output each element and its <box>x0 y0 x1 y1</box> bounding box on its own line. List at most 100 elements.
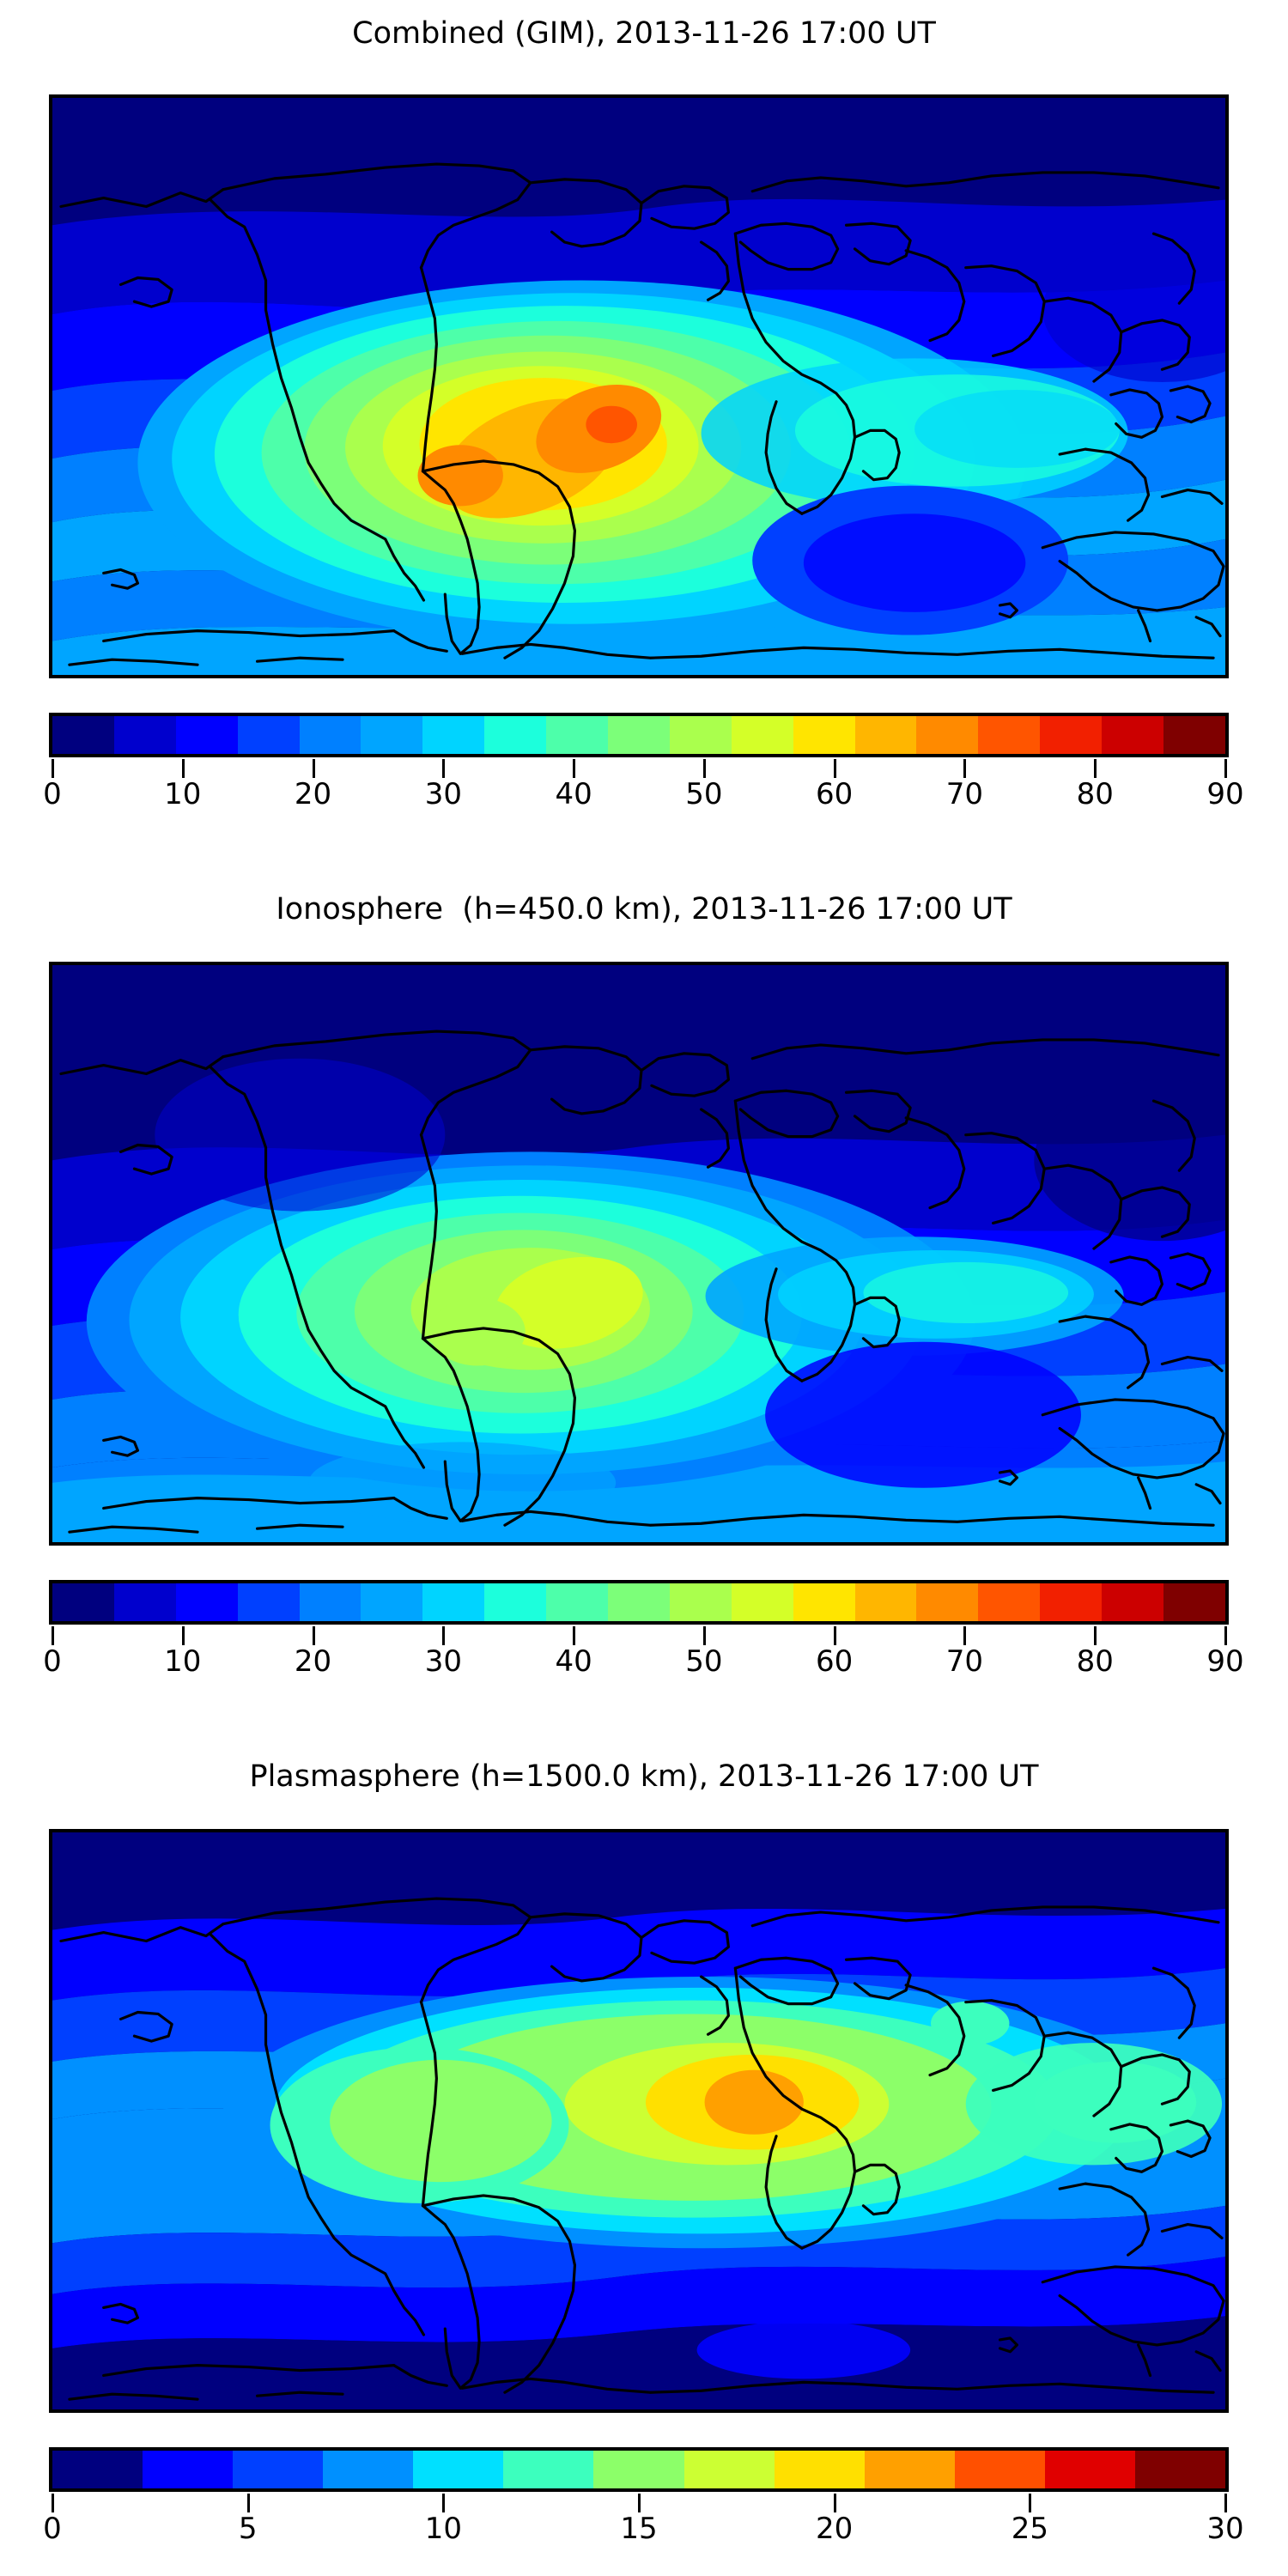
colorbar-tick-mark <box>702 759 706 778</box>
colorbar-band <box>1040 1583 1103 1621</box>
colorbar-band <box>237 716 300 754</box>
colorbar-band <box>484 1583 547 1621</box>
colorbar-tick-label: 0 <box>43 1644 62 1679</box>
colorbar-tick-mark <box>833 2494 836 2512</box>
colorbar-tick-mark <box>442 759 446 778</box>
colorbar-tick-mark <box>573 1626 576 1645</box>
colorbar-tick-mark <box>1094 1626 1097 1645</box>
colorbar-tick-label: 20 <box>294 777 332 811</box>
colorbar-plasmasphere <box>49 2447 1229 2492</box>
colorbar-band <box>1163 716 1225 754</box>
colorbar-band <box>422 1583 485 1621</box>
colorbar-tick-label: 10 <box>164 1644 202 1679</box>
colorbar-band <box>593 2451 684 2488</box>
colorbar-band <box>323 2451 414 2488</box>
colorbar-band <box>113 716 176 754</box>
colorbar-tick-label: 40 <box>555 1644 592 1679</box>
colorbar-band <box>608 1583 670 1621</box>
colorbar-tick-label: 40 <box>555 777 592 811</box>
coastline-overlay-2 <box>59 1030 1225 1534</box>
colorbar-combined-gim <box>49 713 1229 757</box>
colorbar-tick-mark <box>52 1626 54 1645</box>
colorbar-tick-mark <box>963 1626 967 1645</box>
colorbar-band <box>299 716 361 754</box>
colorbar-labels-3: 0 5 10 15 20 25 30 <box>0 2514 1288 2554</box>
colorbar-band <box>361 1583 423 1621</box>
colorbar-tick-label: 0 <box>43 2512 62 2546</box>
colorbar-tick-label: 60 <box>816 1644 854 1679</box>
colorbar-labels-1: 0 10 20 30 40 50 60 70 80 90 <box>0 780 1288 819</box>
colorbar-band <box>52 716 114 754</box>
colorbar-tick-mark <box>52 2494 54 2512</box>
colorbar-tick-label: 80 <box>1076 1644 1114 1679</box>
colorbar-band <box>299 1583 361 1621</box>
colorbar-ionosphere <box>49 1580 1229 1625</box>
colorbar-band <box>1044 2451 1135 2488</box>
colorbar-band <box>774 2451 865 2488</box>
colorbar-tick-label: 90 <box>1206 777 1244 811</box>
page-title: Combined (GIM), 2013-11-26 17:00 UT <box>352 16 936 51</box>
colorbar-band <box>413 2451 504 2488</box>
colorbar-band <box>916 716 979 754</box>
contour-svg-3 <box>52 1832 1225 2409</box>
colorbar-band <box>731 716 793 754</box>
map-plot-plasmasphere <box>49 1829 1229 2413</box>
colorbar-tick-label: 10 <box>164 777 202 811</box>
coastline-overlay-3 <box>59 1897 1225 2401</box>
colorbar-band <box>793 716 855 754</box>
colorbar-tick-mark <box>181 1626 185 1645</box>
colorbar-band <box>854 1583 917 1621</box>
colorbar-tick-mark <box>246 2494 250 2512</box>
colorbar-tick-label: 5 <box>238 2512 258 2546</box>
colorbar-tick-mark <box>442 2494 446 2512</box>
map-plot-ionosphere <box>49 962 1229 1546</box>
colorbar-band <box>143 2451 234 2488</box>
colorbar-band <box>864 2451 955 2488</box>
colorbar-band <box>854 716 917 754</box>
colorbar-tick-mark <box>1029 2494 1032 2512</box>
colorbar-tick-mark <box>1224 2494 1227 2512</box>
colorbar-tick-mark <box>1224 759 1227 778</box>
colorbar-tick-mark <box>52 759 54 778</box>
colorbar-tick-label: 0 <box>43 777 62 811</box>
colorbar-tick-mark <box>1094 759 1097 778</box>
map-contour-field-2 <box>52 965 1225 1542</box>
colorbar-tick-label: 70 <box>945 777 984 811</box>
colorbar-tick-mark <box>181 759 185 778</box>
colorbar-tick-label: 60 <box>816 777 854 811</box>
colorbar-band <box>978 1583 1041 1621</box>
colorbar-tick-mark <box>312 759 315 778</box>
colorbar-band <box>546 716 609 754</box>
colorbar-band <box>731 1583 793 1621</box>
colorbar-band <box>1134 2451 1225 2488</box>
colorbar-band <box>175 716 238 754</box>
colorbar-tick-mark <box>833 1626 836 1645</box>
panel-title-ionosphere: Ionosphere (h=450.0 km), 2013-11-26 17:0… <box>276 892 1012 927</box>
colorbar-band <box>484 716 547 754</box>
panel-title-plasmasphere: Plasmasphere (h=1500.0 km), 2013-11-26 1… <box>249 1759 1039 1794</box>
colorbar-band <box>237 1583 300 1621</box>
colorbar-tick-label: 10 <box>424 2512 462 2546</box>
colorbar-tick-label: 30 <box>1206 2512 1244 2546</box>
colorbar-band <box>113 1583 176 1621</box>
colorbar-tick-mark <box>833 759 836 778</box>
colorbar-tick-label: 30 <box>424 777 462 811</box>
colorbar-band <box>503 2451 594 2488</box>
map-plot-combined-gim <box>49 94 1229 678</box>
colorbar-band <box>669 1583 732 1621</box>
colorbar-tick-mark <box>638 2494 641 2512</box>
colorbar-tick-label: 50 <box>685 1644 723 1679</box>
colorbar-band <box>608 716 670 754</box>
colorbar-tick-label: 20 <box>816 2512 854 2546</box>
colorbar-ticks-3 <box>49 2494 1229 2512</box>
contour-svg-1 <box>52 98 1225 675</box>
colorbar-band <box>52 1583 114 1621</box>
colorbar-tick-label: 20 <box>294 1644 332 1679</box>
colorbar-band <box>546 1583 609 1621</box>
colorbar-band <box>422 716 485 754</box>
colorbar-band <box>1163 1583 1225 1621</box>
colorbar-band <box>683 2451 775 2488</box>
colorbar-ticks-2 <box>49 1626 1229 1645</box>
colorbar-band <box>1102 716 1164 754</box>
